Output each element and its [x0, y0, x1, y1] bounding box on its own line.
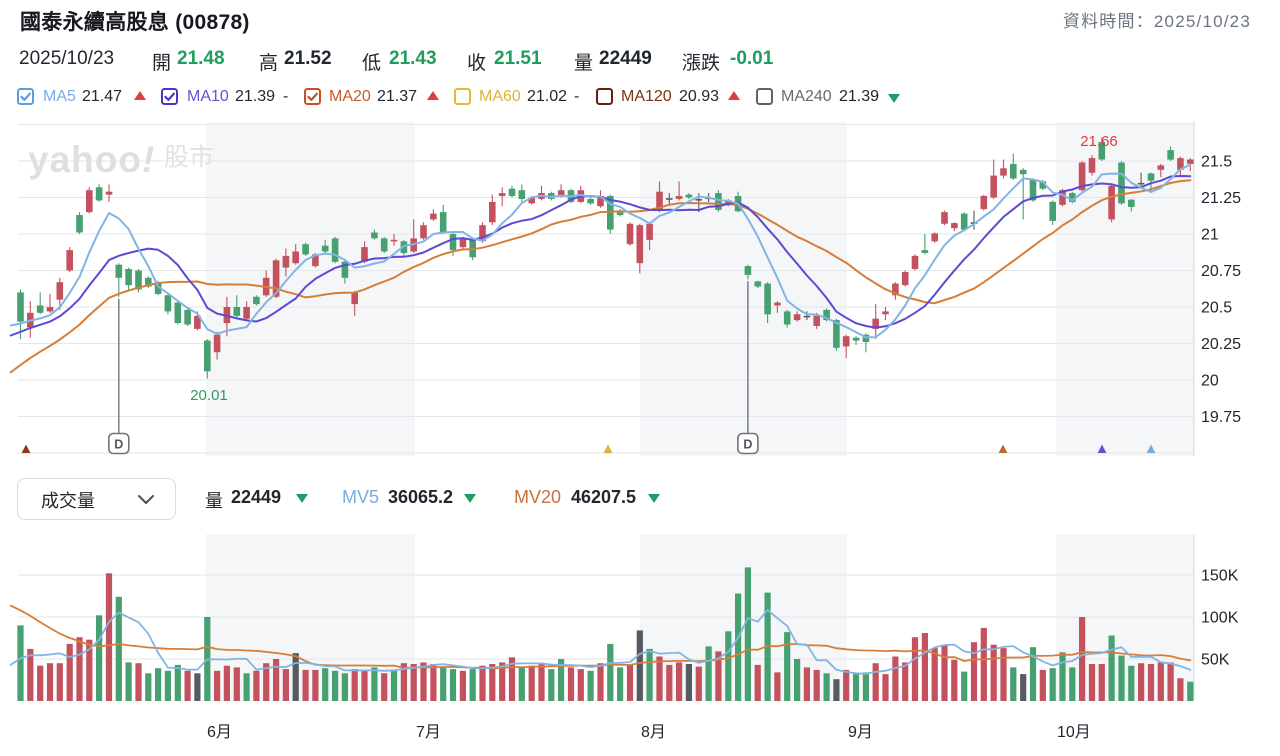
svg-text:D: D	[743, 438, 752, 452]
svg-text:20.75: 20.75	[1201, 263, 1241, 280]
svg-text:20.5: 20.5	[1201, 300, 1232, 317]
svg-text:20.01: 20.01	[190, 387, 228, 404]
svg-text:21.25: 21.25	[1201, 190, 1241, 207]
svg-text:100K: 100K	[1201, 610, 1239, 627]
svg-text:8月: 8月	[641, 724, 666, 741]
svg-text:D: D	[114, 438, 123, 452]
svg-text:21.66: 21.66	[1080, 133, 1118, 150]
svg-text:yahoo!: yahoo!	[28, 139, 155, 180]
svg-text:10月: 10月	[1057, 724, 1091, 741]
svg-text:21.5: 21.5	[1201, 154, 1232, 171]
svg-text:20.25: 20.25	[1201, 336, 1241, 353]
svg-text:150K: 150K	[1201, 568, 1239, 585]
svg-text:20: 20	[1201, 373, 1219, 390]
svg-text:21: 21	[1201, 227, 1219, 244]
svg-text:6月: 6月	[207, 724, 232, 741]
svg-text:7月: 7月	[416, 724, 441, 741]
svg-text:9月: 9月	[848, 724, 873, 741]
svg-text:股市: 股市	[164, 144, 214, 172]
svg-text:19.75: 19.75	[1201, 409, 1241, 426]
svg-text:50K: 50K	[1201, 652, 1230, 669]
